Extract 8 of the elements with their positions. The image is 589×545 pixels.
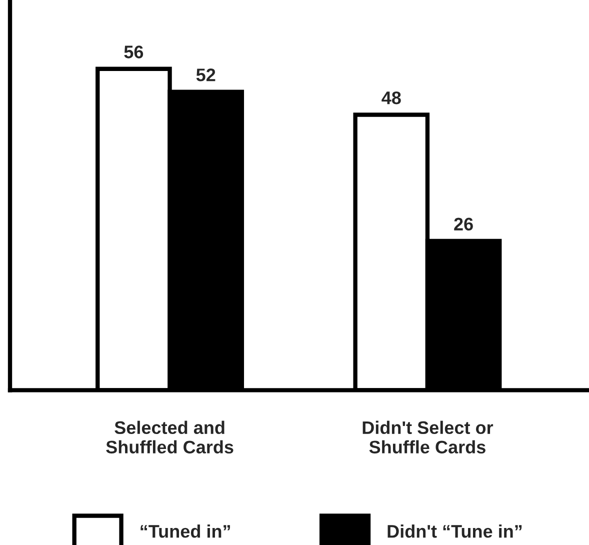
x-tick-label: Didn't Select or Shuffle Cards	[362, 420, 494, 454]
x-tick-label: Selected and Shuffled Cards	[106, 420, 234, 454]
data-label: 26	[454, 218, 473, 231]
legend-label: Didn't “Tune in”	[388, 524, 522, 538]
data-label: 48	[382, 91, 401, 104]
data-label: 52	[196, 68, 216, 82]
data-label: 56	[124, 46, 144, 58]
legend-label: “Tuned in”	[140, 524, 230, 538]
